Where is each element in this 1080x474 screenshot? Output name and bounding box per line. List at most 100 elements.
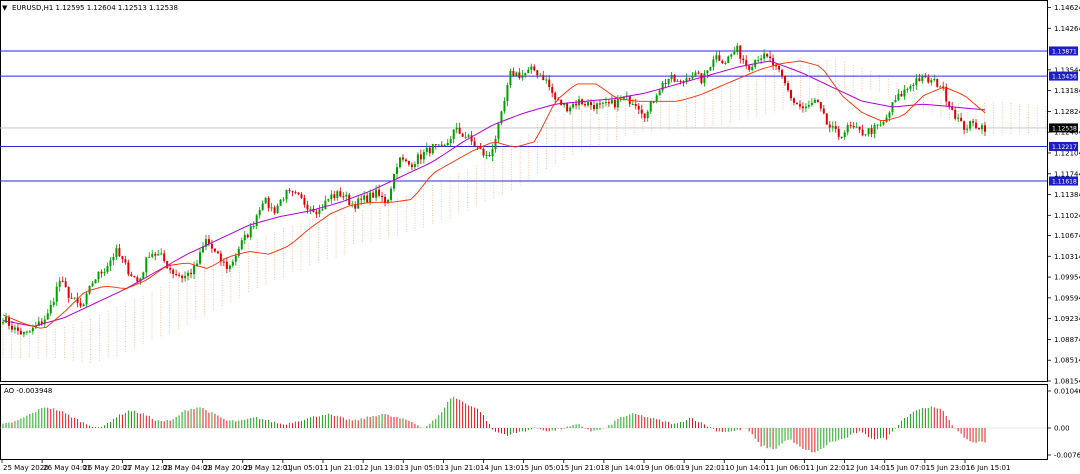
price-tick-label: 1.08514 — [1054, 357, 1080, 365]
candle — [595, 101, 598, 115]
candle — [748, 64, 751, 72]
candle — [315, 208, 318, 219]
candle — [509, 68, 512, 88]
current-price-text: 1.12538 — [1052, 125, 1077, 132]
time-tick-label: 15 Jun 23:01 — [926, 464, 970, 472]
candle — [885, 114, 888, 123]
candle — [106, 262, 109, 274]
candle — [939, 85, 942, 88]
candle — [607, 99, 610, 107]
ao-panel[interactable] — [0, 384, 1048, 460]
candle — [724, 61, 727, 65]
candle — [775, 63, 778, 71]
candle — [548, 74, 551, 91]
main-panel[interactable] — [0, 0, 1048, 382]
candle — [870, 124, 873, 138]
price-tick-label: 1.14264 — [1054, 25, 1080, 33]
candle — [673, 74, 676, 83]
ao-histogram — [0, 396, 1047, 453]
candle — [100, 269, 103, 278]
candle — [130, 271, 133, 277]
candle — [751, 64, 754, 72]
candle — [736, 42, 739, 56]
price-tick-label: 1.08874 — [1054, 336, 1080, 344]
candle — [709, 66, 712, 71]
candle — [936, 78, 939, 88]
candle — [533, 64, 536, 72]
candle — [503, 97, 506, 114]
candle — [894, 95, 897, 103]
candle — [834, 121, 837, 133]
candle — [437, 144, 440, 147]
candle — [572, 102, 575, 109]
candle — [960, 112, 963, 122]
candle — [631, 99, 634, 106]
candle — [16, 323, 19, 335]
candle — [360, 194, 363, 205]
ao-tick-label: -0.007641 — [1054, 452, 1080, 460]
candle — [461, 132, 464, 137]
candle — [703, 70, 706, 87]
candle — [804, 103, 807, 113]
candle — [76, 292, 79, 308]
sma-fast-line — [2, 60, 986, 329]
candle — [151, 249, 154, 259]
time-tick-label: 1 Jun 05:01 — [284, 464, 324, 472]
candle — [918, 73, 921, 82]
candle — [482, 147, 485, 158]
candle — [527, 67, 530, 74]
time-tick-label: 3 Jun 21:01 — [444, 464, 484, 472]
candle — [354, 201, 357, 213]
candle — [404, 157, 407, 163]
candle — [55, 282, 58, 306]
candle — [778, 64, 781, 73]
candle — [798, 100, 801, 110]
candle — [112, 252, 115, 266]
candle — [61, 276, 64, 283]
time-tick-label: 16 Jun 15:01 — [966, 464, 1010, 472]
chart-header: EURUSD,H1 1.12595 1.12604 1.12513 1.1253… — [12, 4, 178, 12]
candle — [330, 190, 333, 204]
price-axis: 1.14624 1.14264 1.13544 1.13184 1.12824 1.124… — [1047, 4, 1080, 386]
candle — [742, 55, 745, 64]
candle — [789, 89, 792, 101]
candlesticks — [2, 42, 986, 338]
candle — [43, 315, 46, 328]
candle — [575, 99, 578, 110]
candle — [861, 124, 864, 137]
candle — [291, 190, 294, 197]
candle — [276, 203, 279, 214]
candle — [554, 91, 557, 103]
candle — [79, 297, 82, 308]
candle — [957, 113, 960, 123]
candle — [318, 204, 321, 218]
candle — [948, 101, 951, 110]
candle — [2, 318, 4, 326]
candle — [858, 126, 861, 134]
candle — [285, 189, 288, 203]
candle — [757, 55, 760, 64]
candle — [900, 90, 903, 97]
candle — [488, 151, 491, 157]
candle — [216, 250, 219, 254]
candle — [52, 297, 55, 308]
candle — [739, 44, 742, 64]
ichimoku-cloud — [2, 58, 1047, 364]
price-tick-label: 1.14624 — [1054, 4, 1080, 12]
candle — [252, 221, 255, 230]
candle — [733, 46, 736, 56]
candle — [219, 250, 222, 266]
candle — [294, 190, 297, 195]
candle — [384, 194, 387, 207]
candle — [942, 81, 945, 91]
candle — [443, 143, 446, 147]
chart-menu-arrow-icon[interactable]: ▼ — [2, 4, 8, 12]
price-tick-label: 1.10314 — [1054, 253, 1080, 261]
horizontal-levels[interactable] — [0, 50, 1047, 182]
candle — [109, 257, 112, 272]
candle — [867, 128, 870, 137]
level-price-tag — [1049, 71, 1078, 81]
candle — [198, 248, 201, 266]
